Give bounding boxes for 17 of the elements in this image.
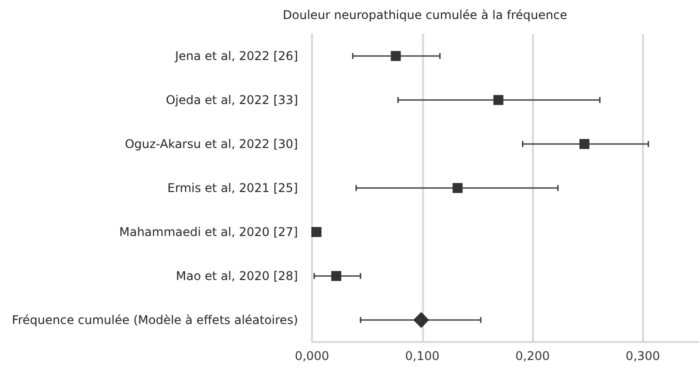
x-tick-label: 0,000 [294,349,330,363]
point [390,51,401,61]
point [579,139,590,149]
point [452,183,463,193]
y-tick-label: Jena et al, 2022 [26] [174,49,298,63]
x-tick-label: 0,300 [626,349,660,363]
chart-title: Douleur neuropathique cumulée à la fréquence [282,8,568,22]
y-tick-label: Fréquence cumulée (Modèle à effets aléatoires) [12,313,298,327]
y-tick-label: Mahammaedi et al, 2020 [27] [119,225,298,239]
y-tick-label: Ermis et al, 2021 [25] [167,181,298,195]
x-tick-label: 0,100 [405,349,440,363]
y-tick-label: Ojeda et al, 2022 [33] [166,93,298,107]
y-tick-label: Mao et al, 2020 [28] [176,269,298,283]
y-tick-label: Oguz-Akarsu et al, 2022 [30] [124,137,298,151]
point [493,95,504,105]
point [331,271,342,281]
x-tick-label: 0,200 [515,349,550,363]
